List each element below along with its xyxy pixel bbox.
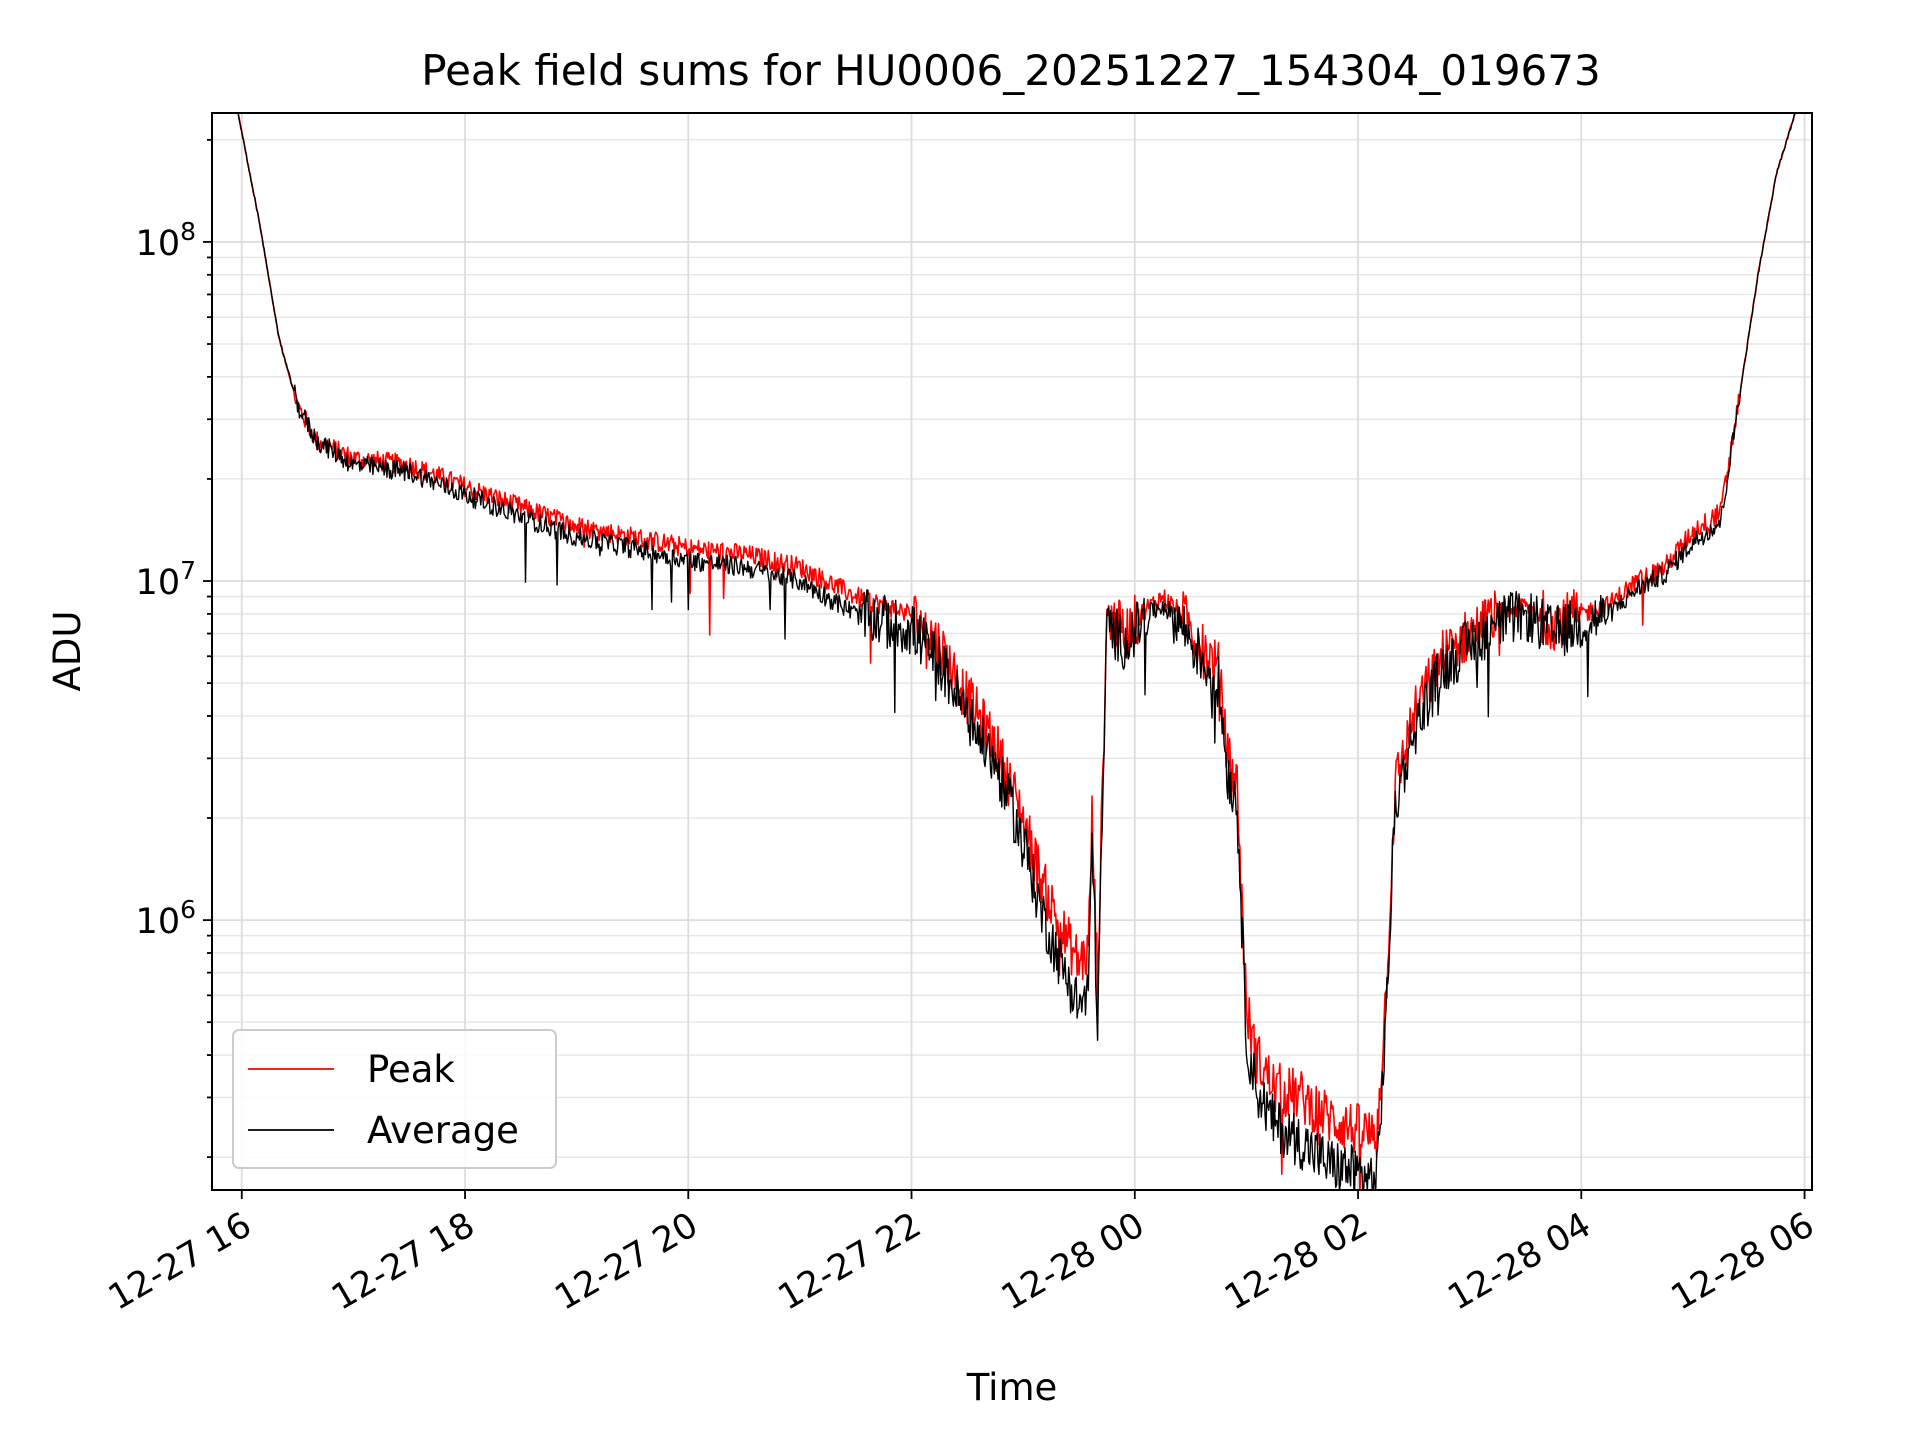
x-axis-label: Time (966, 1366, 1058, 1409)
legend: Peak Average (232, 1029, 557, 1169)
y-axis-label: ADU (46, 611, 89, 692)
legend-box (232, 1029, 557, 1169)
series-layer (237, 113, 1796, 1190)
chart-title: Peak field sums for HU0006_20251227_1543… (421, 46, 1600, 95)
legend-label-peak: Peak (367, 1048, 455, 1091)
plot-frame (211, 112, 1813, 1191)
y-tick-label: 106 (136, 895, 196, 942)
series-line-average (237, 113, 1796, 1190)
legend-label-average: Average (367, 1109, 519, 1152)
y-axis: 106 107 108 (136, 138, 212, 1159)
y-tick-label: 108 (136, 217, 196, 264)
y-tick-label: 107 (136, 556, 196, 603)
